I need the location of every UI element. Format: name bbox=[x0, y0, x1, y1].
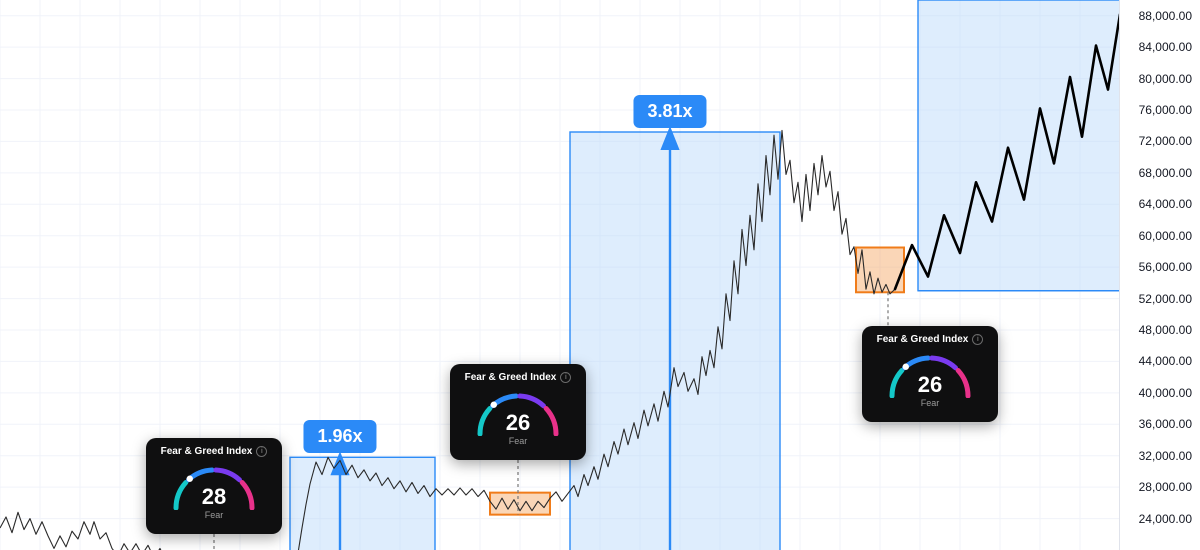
ytick: 56,000.00 bbox=[1139, 260, 1192, 274]
fear-greed-card-0: Fear & Greed Indexi 28Fear bbox=[146, 438, 282, 534]
ytick: 48,000.00 bbox=[1139, 323, 1192, 337]
ytick: 80,000.00 bbox=[1139, 72, 1192, 86]
ytick: 44,000.00 bbox=[1139, 354, 1192, 368]
fg-title: Fear & Greed Indexi bbox=[450, 372, 586, 383]
fg-sub: Fear bbox=[450, 436, 586, 446]
ytick: 88,000.00 bbox=[1139, 9, 1192, 23]
info-icon: i bbox=[256, 446, 267, 457]
multiplier-label-1: 3.81x bbox=[633, 95, 706, 128]
fg-value: 26 bbox=[862, 372, 998, 398]
ytick: 32,000.00 bbox=[1139, 449, 1192, 463]
fg-title: Fear & Greed Indexi bbox=[862, 334, 998, 345]
ytick: 36,000.00 bbox=[1139, 417, 1192, 431]
fg-sub: Fear bbox=[862, 398, 998, 408]
y-axis: 24,000.00 28,000.00 32,000.00 36,000.00 40,0… bbox=[1119, 0, 1200, 550]
fg-sub: Fear bbox=[146, 510, 282, 520]
ytick: 64,000.00 bbox=[1139, 197, 1192, 211]
ytick: 60,000.00 bbox=[1139, 229, 1192, 243]
blue-zone-2 bbox=[918, 0, 1120, 291]
info-icon: i bbox=[560, 372, 571, 383]
info-icon: i bbox=[972, 334, 983, 345]
ytick: 76,000.00 bbox=[1139, 103, 1192, 117]
fear-greed-card-2: Fear & Greed Indexi 26Fear bbox=[862, 326, 998, 422]
fg-title: Fear & Greed Indexi bbox=[146, 446, 282, 457]
fear-greed-card-1: Fear & Greed Indexi 26Fear bbox=[450, 364, 586, 460]
ytick: 24,000.00 bbox=[1139, 512, 1192, 526]
ytick: 72,000.00 bbox=[1139, 134, 1192, 148]
chart-stage: 24,000.00 28,000.00 32,000.00 36,000.00 40,0… bbox=[0, 0, 1200, 550]
ytick: 52,000.00 bbox=[1139, 292, 1192, 306]
multiplier-label-0: 1.96x bbox=[303, 420, 376, 453]
ytick: 68,000.00 bbox=[1139, 166, 1192, 180]
blue-zone-1 bbox=[570, 132, 780, 550]
fg-value: 28 bbox=[146, 484, 282, 510]
ytick: 28,000.00 bbox=[1139, 480, 1192, 494]
fg-value: 26 bbox=[450, 410, 586, 436]
ytick: 40,000.00 bbox=[1139, 386, 1192, 400]
ytick: 84,000.00 bbox=[1139, 40, 1192, 54]
